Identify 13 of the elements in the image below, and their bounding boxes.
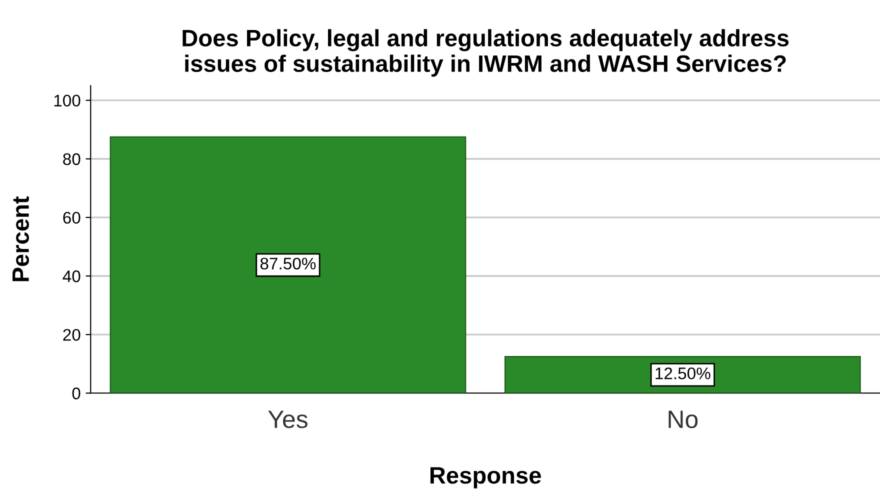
x-tick-label: No bbox=[668, 410, 698, 428]
y-tick-label: 20 bbox=[63, 328, 80, 341]
y-axis-title: Percent bbox=[12, 196, 29, 282]
chart-title: Does Policy, legal and regulations adequately address issues of sustainability in IWRM and WASH Services? bbox=[182, 29, 789, 77]
x-tick-label: Yes bbox=[268, 410, 308, 428]
data-label: 12.50% bbox=[656, 367, 710, 380]
y-tick-label: 0 bbox=[72, 388, 80, 400]
y-tick-label: 80 bbox=[63, 153, 80, 166]
y-tick-label: 40 bbox=[62, 270, 80, 282]
y-tick-label: 60 bbox=[63, 212, 80, 224]
y-tick-label: 100 bbox=[54, 94, 80, 107]
x-axis-title: Response bbox=[430, 467, 541, 488]
data-label: 87.50% bbox=[260, 258, 316, 270]
